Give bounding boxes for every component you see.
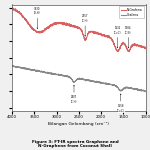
N-Grafena (141, 46, 143, 48)
X-axis label: Bilangan Gelombang (cm⁻¹): Bilangan Gelombang (cm⁻¹) (48, 122, 109, 126)
Text: 1384
(C-N): 1384 (C-N) (125, 26, 132, 48)
N-Grafena (117, 51, 119, 53)
Legend: N-Grafena, Grafena: N-Grafena, Grafena (120, 6, 144, 18)
Grafena (141, 90, 143, 92)
N-Grafena (73, 25, 74, 27)
N-Grafena (12, 6, 13, 8)
Grafena (12, 65, 14, 66)
N-Grafena (145, 47, 146, 49)
Grafena (76, 79, 78, 81)
Text: 3430
(O-H): 3430 (O-H) (34, 7, 41, 29)
Grafena (116, 86, 118, 88)
N-Grafena (18, 11, 20, 13)
Text: 1632
(C=C): 1632 (C=C) (114, 26, 121, 48)
Text: 1558
(C=C): 1558 (C=C) (117, 94, 124, 112)
Grafena (18, 66, 20, 68)
Grafena (11, 65, 13, 67)
N-Grafena (76, 27, 78, 28)
Grafena (145, 91, 146, 93)
Grafena (141, 89, 142, 91)
Text: 2357
(C-H): 2357 (C-H) (82, 14, 88, 36)
Line: N-Grafena: N-Grafena (12, 7, 146, 52)
Text: 2607
(C-H): 2607 (C-H) (71, 85, 77, 104)
N-Grafena (141, 46, 143, 48)
N-Grafena (116, 50, 118, 52)
Text: Figure 3: FT-IR spectra Graphene and
N-Graphene from Coconut Shell: Figure 3: FT-IR spectra Graphene and N-G… (32, 140, 118, 148)
Line: Grafena: Grafena (12, 66, 146, 92)
Grafena (73, 81, 74, 82)
N-Grafena (11, 7, 13, 9)
